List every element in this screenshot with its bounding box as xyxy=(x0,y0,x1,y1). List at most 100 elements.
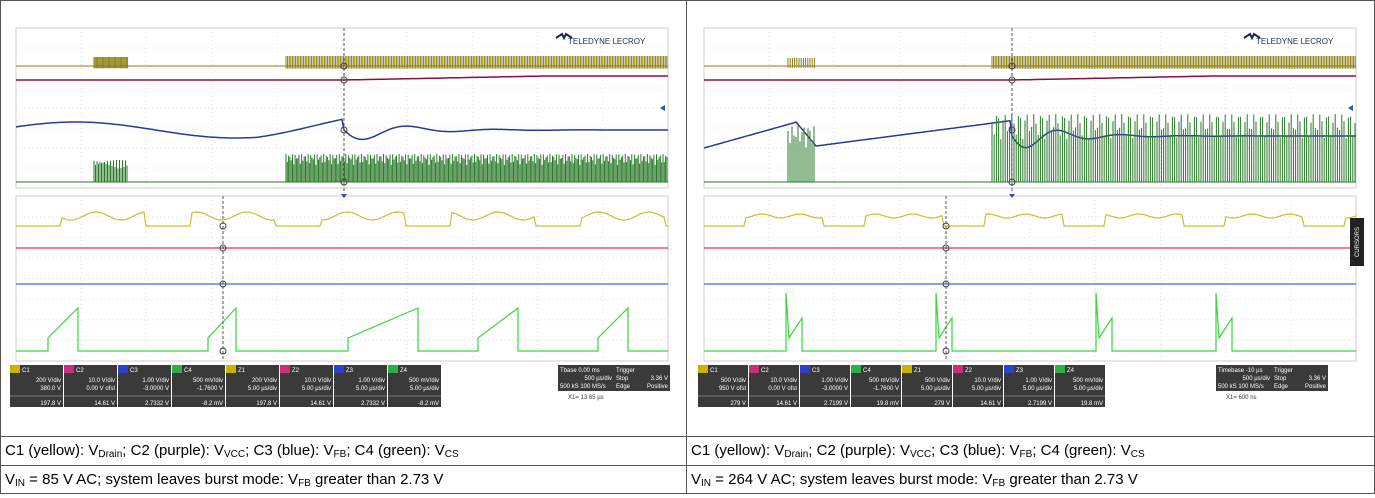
cursor-point-marker xyxy=(1008,178,1016,186)
right-channel-caption: C1 (yellow): VDrain; C2 (purple): VVCC; … xyxy=(691,442,1145,460)
readout-channel-label: C1 xyxy=(710,368,718,374)
readout-vdiv: 10.0 V/div xyxy=(88,378,115,384)
trigger-label: Trigger xyxy=(616,368,635,374)
right-caption-cell-2 xyxy=(686,465,1375,494)
readout-channel-swatch xyxy=(1055,365,1065,373)
trigger-edge: Edge xyxy=(1274,384,1289,390)
readout-offset: 5.00 µs/div xyxy=(1023,386,1052,392)
readout-vdiv: 200 V/div xyxy=(252,378,277,384)
channel-readout-tile: C2 10.0 V/div 0.00 V ofst 14.61 V xyxy=(64,365,117,407)
readout-channel-swatch xyxy=(226,365,236,373)
readout-channel-swatch xyxy=(388,365,398,373)
zoom-c1-drain-trace xyxy=(16,211,668,227)
readout-vdiv: 500 mV/div xyxy=(869,378,899,384)
c4-cs-burst xyxy=(93,160,128,182)
cursors-side-tab xyxy=(1350,218,1364,266)
trigger-level-marker-icon xyxy=(1348,105,1353,111)
trigger-label: Trigger xyxy=(1274,368,1293,374)
readout-vdiv: 500 mV/div xyxy=(193,378,223,384)
readout-value: -8.2 mV xyxy=(418,401,439,407)
c2-vcc-trace xyxy=(16,75,668,81)
readout-channel-swatch xyxy=(172,365,182,373)
readout-offset: 950 V ofst xyxy=(719,386,746,392)
readout-vdiv: 10.0 V/div xyxy=(304,378,331,384)
readout-offset: 5.00 µs/div xyxy=(410,386,439,392)
trigger-mode: Stop xyxy=(616,376,629,382)
zoom-c1-drain-trace xyxy=(704,213,1357,227)
readout-vdiv: 500 mV/div xyxy=(409,378,439,384)
readout-vdiv: 1.00 V/div xyxy=(1025,378,1052,384)
readout-channel-swatch xyxy=(64,365,74,373)
readout-value: 279 V xyxy=(934,401,950,407)
readout-value: 2.7199 V xyxy=(824,401,848,407)
readout-channel-swatch xyxy=(10,365,20,373)
readout-vdiv: 500 V/div xyxy=(721,378,746,384)
readout-offset: 0.00 V ofst xyxy=(86,386,115,392)
trigger-level-marker-icon xyxy=(660,105,665,111)
timebase-div: 500 µs/div xyxy=(585,376,612,382)
sample-rate: 500 kS 100 MS/s xyxy=(560,384,606,390)
cursor-point-marker xyxy=(219,244,227,252)
c3-fb-trace xyxy=(15,118,668,141)
timebase-label: Tbase 0.00 ms xyxy=(560,368,600,374)
trigger-slope: Positive xyxy=(647,384,669,390)
readout-channel-label: Z4 xyxy=(1067,368,1075,374)
readout-offset: -3.0000 V xyxy=(822,386,848,392)
readout-channel-label: Z2 xyxy=(965,368,973,374)
readout-offset: 5.00 µs/div xyxy=(1074,386,1103,392)
cursor-point-marker xyxy=(1008,62,1016,70)
c1-drain-burst xyxy=(93,57,129,69)
readout-vdiv: 500 mV/div xyxy=(1073,378,1103,384)
readout-channel-label: C1 xyxy=(22,368,30,374)
timebase-trigger-box: Tbase 0.00 ms Trigger 500 µs/div 500 kS 100… xyxy=(558,365,670,391)
right-oscilloscope-screenshot: TELEDYNE LECROY C1 500 V/div 950 V ofst 279 … xyxy=(696,8,1364,408)
readout-value: 14.61 V xyxy=(310,401,331,407)
readout-channel-label: Z3 xyxy=(346,368,354,374)
cursor-point-marker xyxy=(942,347,950,355)
readout-value: 19.8 mV xyxy=(877,401,899,407)
readout-channel-swatch xyxy=(953,365,963,373)
trigger-mode: Stop xyxy=(1274,376,1287,382)
cursor-point-marker xyxy=(219,347,227,355)
readout-channel-swatch xyxy=(851,365,861,373)
readout-channel-label: Z1 xyxy=(914,368,922,374)
readout-offset: 5.00 µs/div xyxy=(972,386,1001,392)
trigger-edge: Edge xyxy=(616,384,631,390)
trigger-slope: Positive xyxy=(1305,384,1327,390)
left-scope-svg: TELEDYNE LECROY C1 200 V/div 380.0 V 197.8 V… xyxy=(10,27,670,407)
readout-value: 14.61 V xyxy=(980,401,1001,407)
c2-vcc-trace xyxy=(704,75,1356,81)
vendor-logo-icon xyxy=(1243,32,1261,41)
cursor-point-marker xyxy=(1008,126,1016,134)
sample-rate: 500 kS 100 MS/s xyxy=(1218,384,1264,390)
readout-channel-label: Z3 xyxy=(1016,368,1024,374)
cursor-point-marker xyxy=(942,244,950,252)
cursor-readout: X1= 13.65 µs xyxy=(568,395,604,401)
readout-channel-swatch xyxy=(1004,365,1014,373)
readout-vdiv: 500 V/div xyxy=(925,378,950,384)
channel-readout-tile: C31.00 V/div -3.0000 V 2.7199 V xyxy=(800,365,850,407)
readout-offset: 0.00 V ofst xyxy=(768,386,797,392)
cursor-point-marker xyxy=(942,280,950,288)
vendor-logo: TELEDYNE LECROY xyxy=(1256,37,1334,46)
readout-value: 2.7199 V xyxy=(1028,401,1052,407)
vendor-logo: TELEDYNE LECROY xyxy=(568,37,646,46)
readout-channel-swatch xyxy=(334,365,344,373)
readout-vdiv: 1.00 V/div xyxy=(142,378,169,384)
c1-drain-burst xyxy=(991,56,1356,69)
readout-value: 2.7332 V xyxy=(361,401,385,407)
c4-cs-burst xyxy=(991,114,1356,182)
left-channel-caption: C1 (yellow): VDrain; C2 (purple): VVCC; … xyxy=(5,442,459,460)
readout-channel-label: C2 xyxy=(76,368,84,374)
readout-channel-swatch xyxy=(902,365,912,373)
readout-channel-label: C4 xyxy=(863,368,871,374)
readout-channel-label: Z4 xyxy=(400,368,408,374)
readout-channel-swatch xyxy=(749,365,759,373)
readout-value: 14.61 V xyxy=(776,401,797,407)
channel-readout-tile: C3 1.00 V/div -3.0000 V 2.7332 V xyxy=(118,365,171,407)
readout-value: 19.8 mV xyxy=(1081,401,1103,407)
